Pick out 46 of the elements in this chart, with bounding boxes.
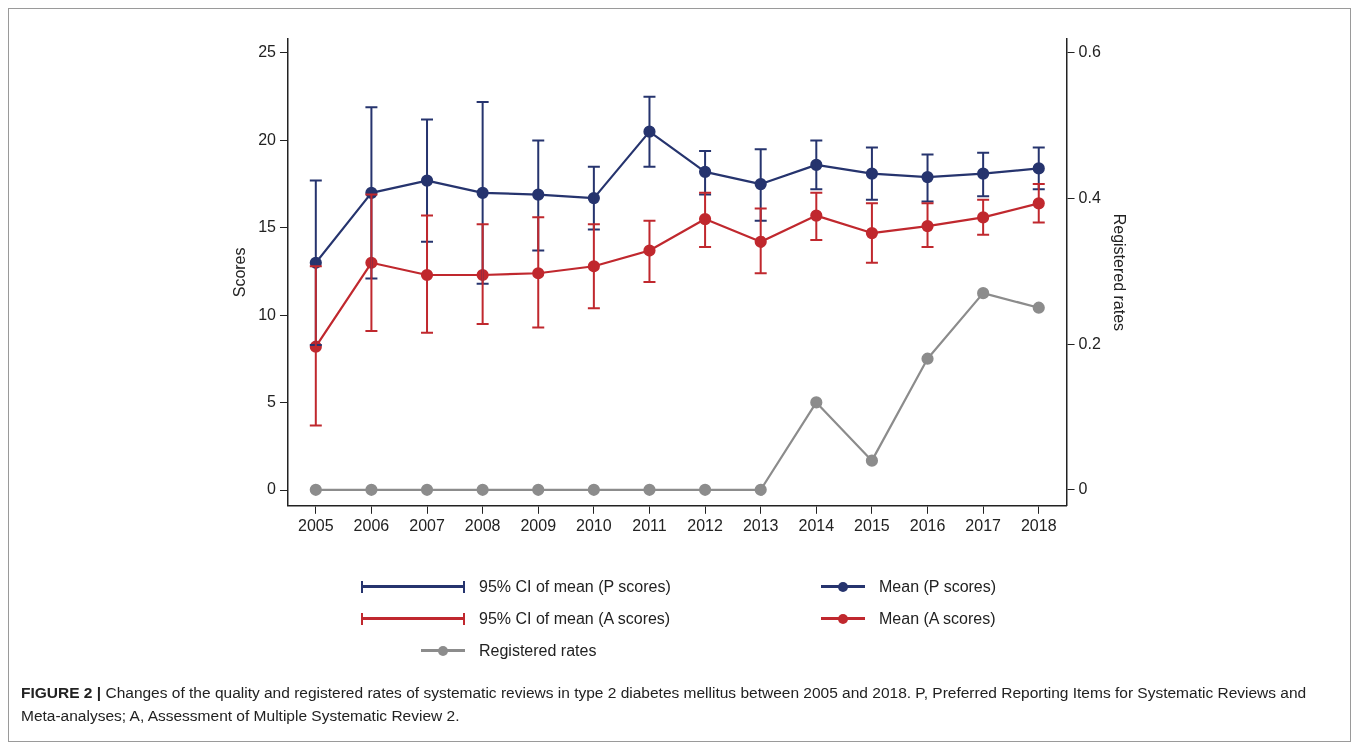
y-tick-label: 15 [258, 218, 277, 236]
point [420, 483, 434, 496]
point [977, 287, 990, 300]
x-tick-label: 2007 [409, 516, 445, 534]
x-tick-label: 2014 [798, 516, 835, 534]
y2-tick-label: 0.6 [1078, 43, 1101, 61]
point [754, 483, 767, 496]
point [921, 352, 934, 365]
y-tick-label: 0 [267, 480, 277, 498]
y-tick-label: 20 [258, 130, 277, 148]
point [643, 483, 656, 496]
point [309, 483, 322, 496]
x-tick-label: 2008 [464, 516, 501, 534]
y-tick-label: 5 [267, 393, 277, 411]
x-tick-label: 2018 [1020, 516, 1057, 534]
y-tick-label: 25 [258, 43, 277, 61]
legend-label: Registered rates [479, 642, 597, 660]
point [532, 483, 545, 496]
x-tick-label: 2015 [854, 516, 890, 534]
y2-tick-label: 0.2 [1078, 334, 1101, 352]
y2-axis-title: Registered rates [1110, 213, 1128, 332]
x-tick-label: 2011 [632, 516, 667, 534]
point [365, 483, 378, 496]
x-tick-label: 2010 [576, 516, 612, 534]
text: 95% CI of mean (P scores) [479, 578, 671, 596]
x-tick-label: 2005 [298, 516, 334, 534]
x-tick-label: 2006 [353, 516, 390, 534]
point [698, 483, 712, 496]
x-tick-label: 2009 [520, 516, 557, 534]
y-axis-title: Scores [231, 247, 249, 298]
text: 95% CI of mean (A scores) [479, 610, 671, 628]
legend-label: Mean (A scores) [879, 610, 996, 628]
x-tick-label: 2016 [909, 516, 946, 534]
x-tick-label: 2013 [742, 516, 779, 534]
y2-tick-label: 0.4 [1078, 188, 1101, 206]
y2-tick-label: 0 [1078, 480, 1088, 498]
caption: FIGURE 2 | Changes of the quality and registered rates of systematic reviews in type 2 diabetes mellitus between 2005 and 2018. P, Preferred Reporting Items for Systematic Reviews and Meta-analyses; A, Assessment of Multiple Systematic Review 2. [21, 683, 1308, 726]
point [587, 483, 600, 496]
y-tick-label: 10 [258, 305, 277, 323]
point [810, 396, 823, 409]
point [476, 483, 489, 496]
legend-label: Mean (P scores) [879, 578, 997, 596]
point [865, 454, 879, 467]
x-tick-label: 2012 [687, 516, 723, 534]
x-tick-label: 2017 [965, 516, 1002, 534]
point [1032, 301, 1045, 314]
